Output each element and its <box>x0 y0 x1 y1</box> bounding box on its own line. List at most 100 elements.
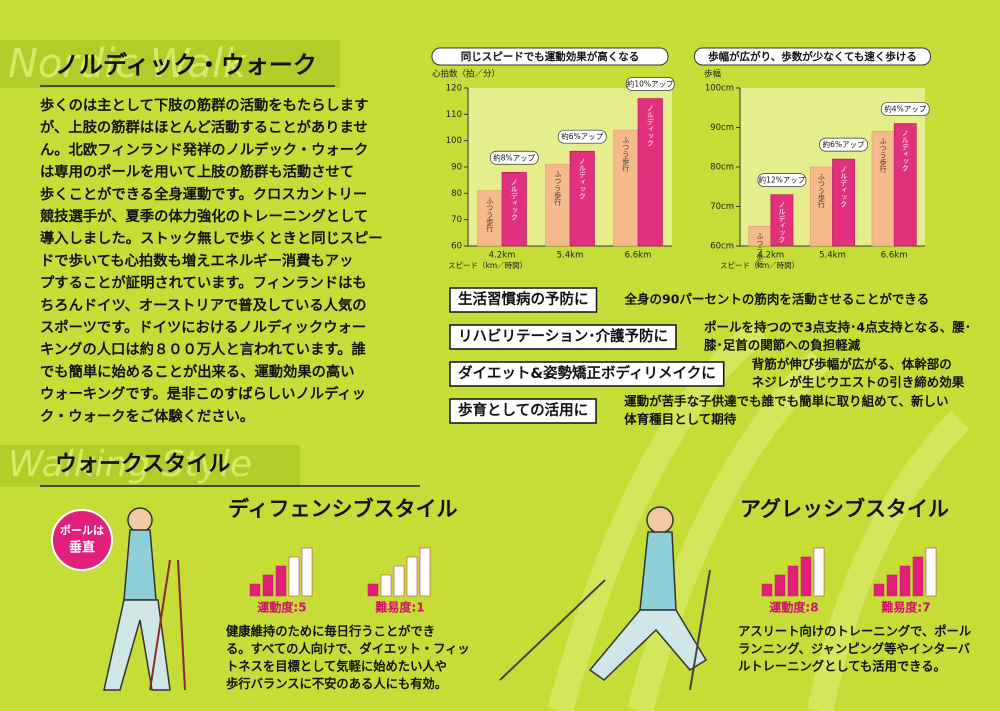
body-line: キングの人口は約８００万人と言われています。誰 <box>40 340 366 358</box>
benefit-label: リハビリテーション･介護予防に <box>458 327 668 345</box>
style-title: アグレッシブスタイル <box>740 497 949 521</box>
body-line: 導入しました。ストック無しで歩くときと同じスピー <box>40 229 383 247</box>
rating-bar <box>288 556 300 597</box>
bar-series-label: ふつう歩行 <box>554 170 562 206</box>
rating-label: 運動度:8 <box>769 600 818 615</box>
rating-bar <box>899 565 911 597</box>
x-tick-label: 5.4km <box>819 251 846 261</box>
rating-bar <box>275 565 287 597</box>
body-line: ウォーキングです。是非このすばらしいノルディッ <box>40 385 366 403</box>
bar-series-label: ノルディック <box>510 178 518 220</box>
body-line: ん。北欧フィンランド発祥のノルデック・ウォーク <box>40 140 368 158</box>
bar-series-label: ふつう歩行 <box>879 137 887 173</box>
bar-series-label: ふつう歩行 <box>622 136 630 172</box>
chart-title-bg <box>431 47 669 66</box>
bar-series-label: ふつう歩行 <box>756 232 764 268</box>
benefit-box <box>449 398 597 424</box>
body-line: プすることが証明されています。フィンランドはも <box>40 274 367 292</box>
badge-text: ポールは <box>60 523 104 537</box>
benefit-box <box>449 287 598 313</box>
header-band <box>0 40 340 88</box>
style-title: ディフェンシブスタイル <box>228 497 458 521</box>
bar <box>832 158 856 247</box>
section-title: ウォークスタイル <box>55 452 230 477</box>
body-line: ちろんドイツ、オーストリアで普及している人気の <box>40 296 367 314</box>
bar-series-label: ノルディック <box>646 105 654 147</box>
benefit-text: ネジレが生じウエストの引き締め効果 <box>752 375 965 390</box>
benefit-text: 運動が苦手な子供達でも誰でも簡単に取り組めて、新しい <box>624 394 948 409</box>
y-tick-label: 80cm <box>710 163 734 173</box>
benefit-text: ポールを持つので3点支持･4点支持となる、腰･ <box>704 320 971 335</box>
benefit-text: 全身の90パーセントの筋肉を活動させることができる <box>624 292 930 307</box>
rating-bar <box>393 565 405 597</box>
bar <box>477 190 503 247</box>
annotation-bg <box>819 137 868 152</box>
x-tick-label: 5.4km <box>557 251 584 261</box>
annotation-bg <box>625 77 675 91</box>
y-tick-label: 120 <box>446 84 462 94</box>
body-line: は専用のポールを用いて上肢の筋群も活動させて <box>40 163 354 181</box>
chart-title: 歩幅が広がり、歩数が少なくても速く歩ける <box>708 50 917 63</box>
y-tick-label: 80 <box>451 189 462 199</box>
style-text: アスリート向けのトレーニングで、ポール <box>738 624 972 639</box>
body-line: が、上肢の筋群はほとんど活動することがありませ <box>40 118 368 136</box>
bar-series-label: ふつう歩行 <box>486 197 494 233</box>
rating-bar <box>367 583 379 597</box>
rating-label: 運動度:5 <box>257 600 306 615</box>
x-tick-label: 6.6km <box>625 251 652 261</box>
bar-series-label: ノルディック <box>840 165 848 207</box>
walker-aggressive <box>499 506 711 691</box>
benefit-label: 歩育としての活用に <box>458 401 588 419</box>
x-tick-label: 4.2km <box>757 251 784 261</box>
chart-title: 同じスピードでも運動効果が高くなる <box>461 50 640 63</box>
rating-bar <box>262 574 274 597</box>
x-axis-label: スピード（km／時間） <box>720 261 799 270</box>
body-line: 歩くのは主として下肢の筋群の活動をもたらします <box>40 96 368 114</box>
body-line: スポーツです。ドイツにおけるノルディックウォー <box>40 318 366 336</box>
annotation: 約6%アップ <box>561 131 603 141</box>
annotation-bg <box>489 150 539 165</box>
y-axis-label: 心拍数（拍／分） <box>432 69 500 80</box>
rating-bar <box>925 547 937 597</box>
chart-title-bg <box>694 47 931 66</box>
rating-label: 難易度:7 <box>881 600 930 615</box>
rating-bar <box>886 574 898 597</box>
style-text: 歩行バランスに不安のある人にも有効。 <box>226 676 447 691</box>
annotation-bg <box>880 102 930 116</box>
bar-series-label: ノルディック <box>578 157 586 199</box>
bar <box>893 123 917 247</box>
benefit-text: 背筋が伸び歩幅が広がる、体幹部の <box>752 357 952 372</box>
walker-defensive <box>103 507 186 691</box>
body-line: ク・ウォークをご体験ください。 <box>40 407 254 425</box>
header-band <box>0 445 300 487</box>
style-text: トネスを目標として気軽に始めたい人や <box>226 659 447 674</box>
badge <box>51 509 113 571</box>
benefit-label: 生活習慣病の予防に <box>458 290 589 308</box>
annotation: 約10%アップ <box>627 79 674 89</box>
body-line: でも簡単に始めることが出来る、運動効果の高い <box>40 362 355 380</box>
bar <box>637 98 663 247</box>
watermark: Nordic Walk <box>8 41 248 87</box>
bar <box>501 171 527 247</box>
rating-bar <box>249 583 261 597</box>
rating-bar <box>873 583 885 597</box>
bar-series-label: ノルディック <box>778 201 786 243</box>
body-line: ドで歩いても心拍数も増えエネルギー消費もアッ <box>40 251 353 269</box>
annotation: 約8%アップ <box>493 152 535 162</box>
decor-stroke <box>547 319 970 711</box>
bar <box>569 150 595 247</box>
annotation: 約6%アップ <box>823 139 865 149</box>
annotation: 約12%アップ <box>759 175 806 185</box>
y-tick-label: 60 <box>451 242 462 252</box>
rating-bar <box>761 583 773 597</box>
y-axis-label: 歩幅 <box>704 69 722 80</box>
rating-bar <box>774 574 786 597</box>
y-tick-label: 70cm <box>710 202 734 212</box>
rating-bar <box>800 556 812 597</box>
benefit-box <box>449 324 677 350</box>
rating-bar <box>912 556 924 597</box>
watermark: Walking Style <box>8 444 252 485</box>
rating-label: 難易度:1 <box>375 600 424 615</box>
